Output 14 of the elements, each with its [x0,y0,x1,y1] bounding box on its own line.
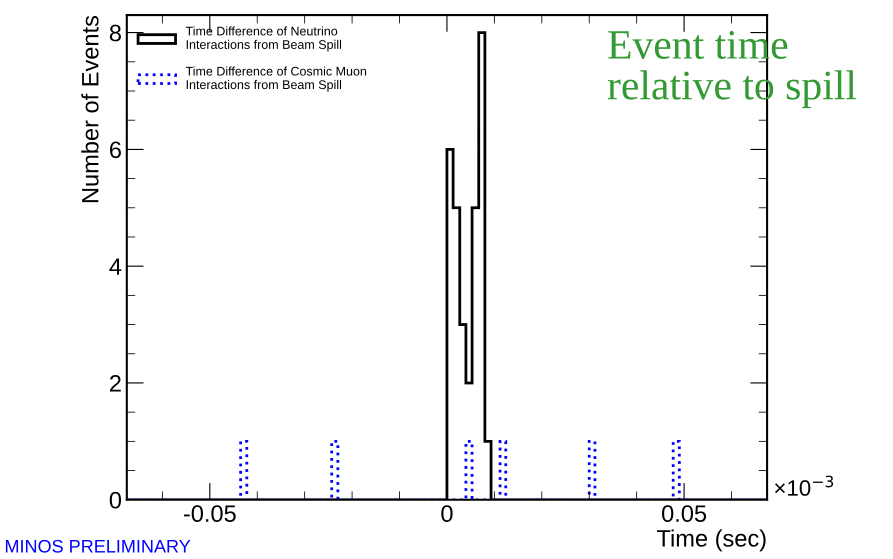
legend-label: Time Difference of Cosmic Muon Interactions from Beam Spill [186,66,366,92]
text: ×10$^{−3}$ [775,476,834,496]
y-tick-label: 0 [110,492,122,509]
y-tick-label: 2 [110,375,121,392]
y-tick-label: 6 [110,141,121,158]
y-axis-title: Number of Events [81,16,99,202]
y-tick-label: 8 [110,24,121,42]
x-tick-label: 0 [441,505,453,522]
text: MINOS PRELIMINARY [6,540,190,553]
legend-label: Time Difference of Neutrino Interactions from Beam Spill [186,26,342,52]
x-tick-label: -0.05 [184,505,236,522]
x-tick-label: 0.05 [662,505,706,522]
y-tick-label: 4 [109,258,122,275]
x-axis-title: Time (sec) [657,529,766,552]
